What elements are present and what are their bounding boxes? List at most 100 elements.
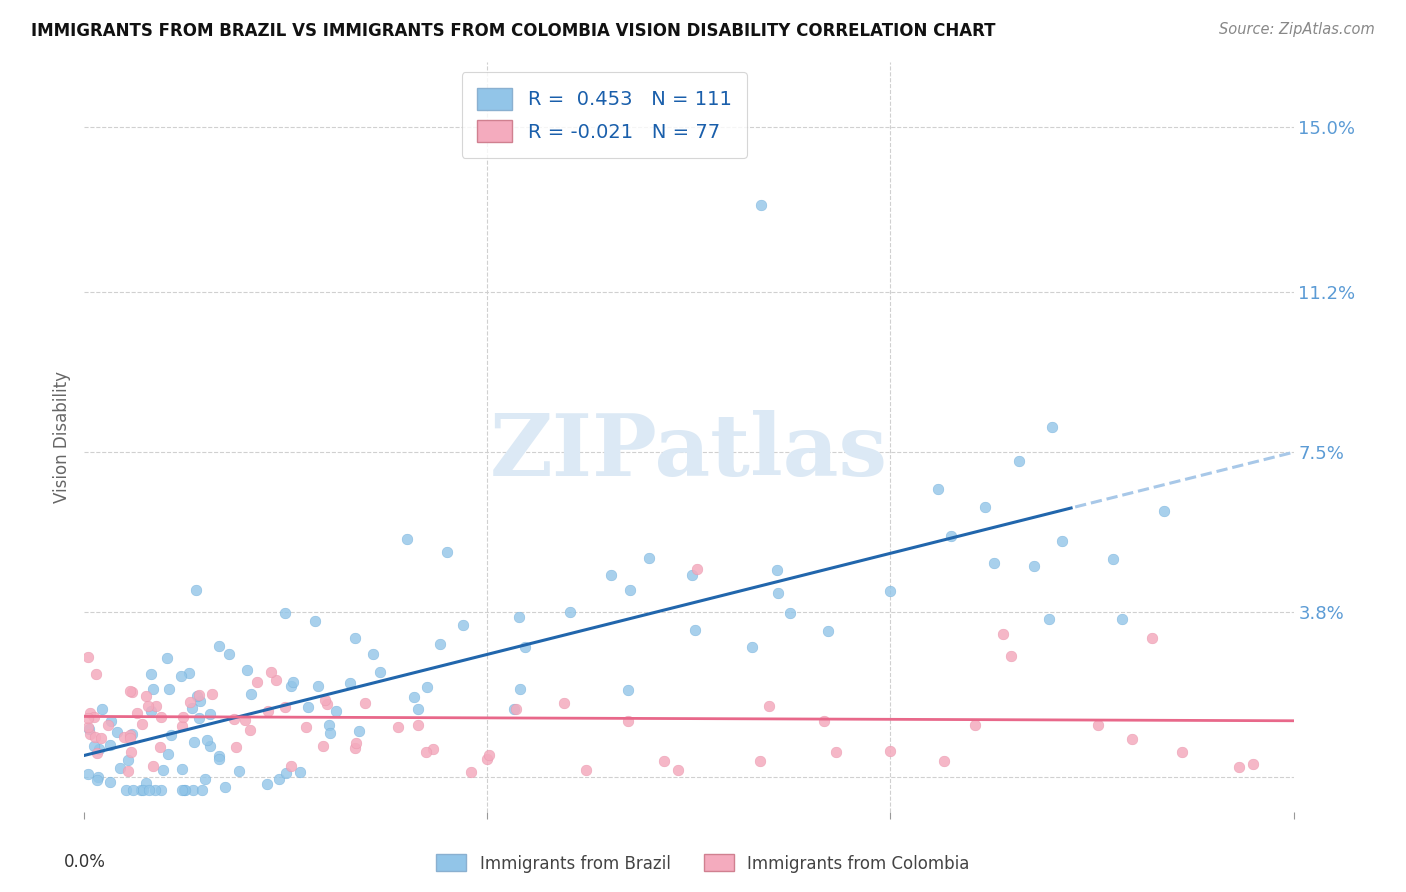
Point [136,699,159,714]
Point [353,696,375,710]
Point [575,763,598,777]
Point [503,701,526,715]
Point [194,772,217,786]
Point [1241,757,1264,772]
Point [207,752,229,766]
Point [599,568,621,582]
Point [415,745,437,759]
Point [145,783,167,797]
Point [619,583,641,598]
Point [135,690,157,704]
Point [120,684,142,698]
Point [415,680,437,694]
Point [927,482,949,496]
Point [779,607,801,621]
Point [1227,760,1250,774]
Point [90,731,112,745]
Point [879,744,901,758]
Point [121,727,143,741]
Point [290,764,312,779]
Point [993,627,1015,641]
Point [118,731,141,746]
Point [280,758,302,772]
Point [142,759,165,773]
Point [160,728,183,742]
Point [478,748,501,763]
Point [825,745,848,759]
Point [319,726,342,740]
Point [218,647,240,661]
Point [236,663,259,677]
Text: ZIPatlas: ZIPatlas [489,410,889,494]
Legend: R =  0.453   N = 111, R = -0.021   N = 77: R = 0.453 N = 111, R = -0.021 N = 77 [461,72,747,158]
Point [751,198,773,212]
Point [83,709,105,723]
Point [150,709,173,723]
Point [246,674,269,689]
Point [983,557,1005,571]
Point [179,695,201,709]
Point [974,500,997,515]
Point [77,723,100,737]
Point [239,687,262,701]
Point [1101,551,1123,566]
Point [1024,558,1046,573]
Point [553,696,575,710]
Point [149,783,172,797]
Point [408,702,430,716]
Point [122,783,145,797]
Point [201,687,224,701]
Point [115,783,138,797]
Point [142,682,165,697]
Point [436,545,458,559]
Point [939,529,962,543]
Point [174,783,197,797]
Point [963,718,986,732]
Point [274,700,297,714]
Point [314,693,336,707]
Point [100,714,122,728]
Point [1170,745,1192,759]
Point [79,727,101,741]
Point [208,639,231,653]
Point [758,698,780,713]
Point [343,740,366,755]
Point [637,550,659,565]
Point [932,754,955,768]
Point [141,704,163,718]
Point [233,713,256,727]
Point [79,706,101,721]
Point [188,688,211,702]
Point [87,742,110,756]
Point [188,694,211,708]
Point [1153,504,1175,518]
Point [813,714,835,728]
Point [766,586,789,600]
Point [77,649,100,664]
Point [256,776,278,790]
Point [208,748,231,763]
Point [686,562,709,576]
Point [90,702,112,716]
Point [195,733,218,747]
Point [117,764,139,778]
Point [152,764,174,778]
Point [281,674,304,689]
Point [105,725,128,739]
Point [1000,648,1022,663]
Point [157,682,180,697]
Point [1111,612,1133,626]
Point [1121,732,1143,747]
Point [307,679,329,693]
Point [344,736,367,750]
Point [200,739,222,754]
Point [260,665,283,679]
Point [475,752,498,766]
Point [429,637,451,651]
Point [765,564,787,578]
Text: IMMIGRANTS FROM BRAZIL VS IMMIGRANTS FROM COLOMBIA VISION DISABILITY CORRELATION: IMMIGRANTS FROM BRAZIL VS IMMIGRANTS FRO… [31,22,995,40]
Point [138,783,160,797]
Point [422,742,444,756]
Point [1008,454,1031,468]
Point [183,783,205,797]
